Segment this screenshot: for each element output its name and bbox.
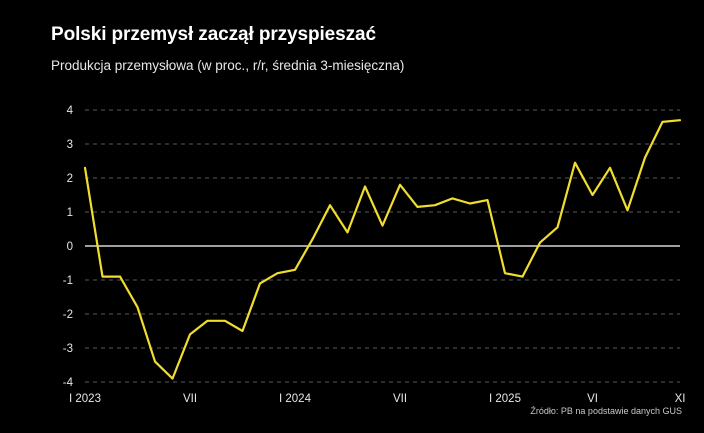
y-axis-tick-label: 0 [67,241,73,253]
y-axis-tick-label: -2 [63,309,73,321]
page-subtitle: Produkcja przemysłowa (w proc., r/r, śre… [51,58,405,73]
y-axis-tick-label: 3 [67,139,73,151]
source-note: Źródło: PB na podstawie danych GUS [530,406,682,416]
y-axis-tick-label: -1 [63,275,73,287]
x-axis-tick-label: VII [183,393,197,405]
data-series-line [83,119,682,380]
x-axis-tick-label: I 2025 [489,393,521,405]
x-axis-tick-label: XI [675,393,686,405]
x-axis-tick-label: I 2024 [279,393,312,405]
y-axis-tick-label: 2 [67,173,73,185]
y-axis-tick-label: -4 [63,377,74,389]
x-axis-tick-label: VI [587,393,598,405]
page-title: Polski przemysł zaczął przyspieszać [51,24,376,45]
x-axis-tick-label: I 2023 [69,393,101,405]
y-axis-tick-label: 1 [67,207,73,219]
x-axis-tick-label: VII [393,393,407,405]
y-axis-tick-label: -3 [63,343,73,355]
y-axis-tick-label: 4 [67,105,74,117]
